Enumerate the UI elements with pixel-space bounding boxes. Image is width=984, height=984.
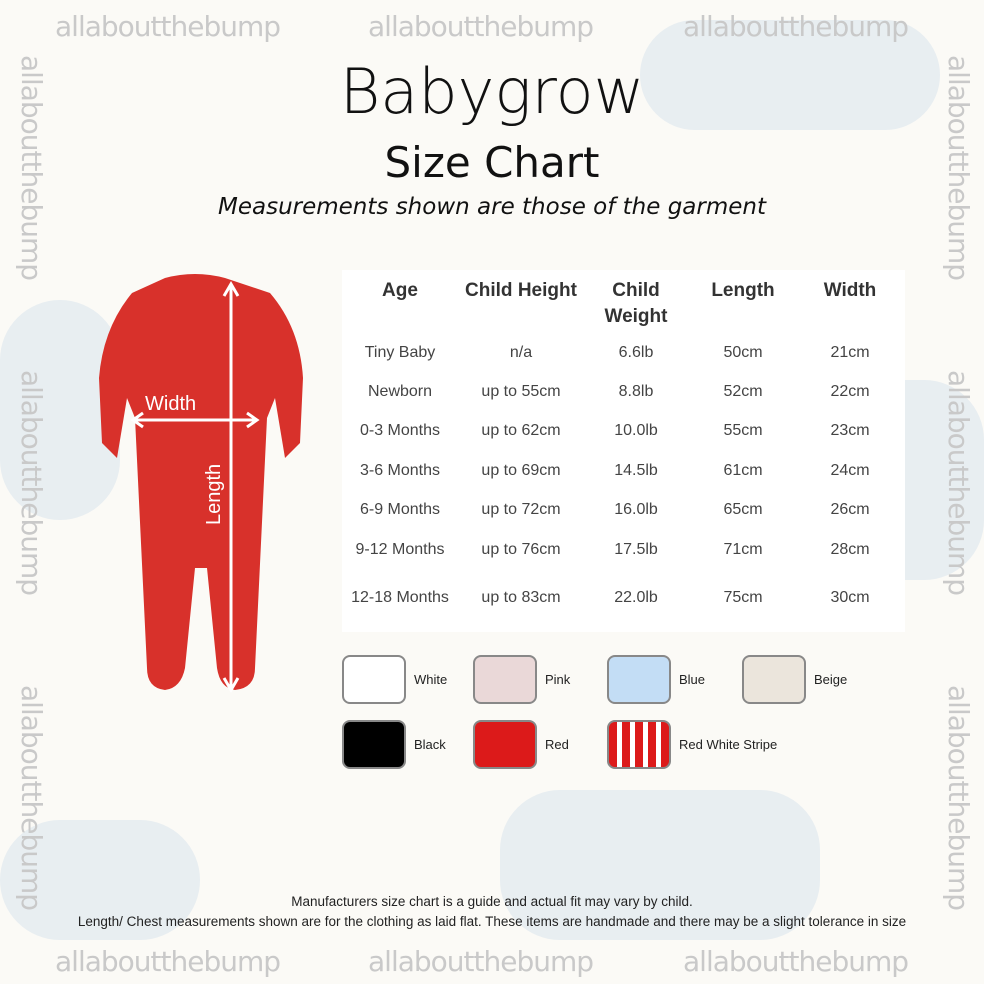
color-swatch <box>742 655 806 704</box>
watermark: allaboutthebump <box>15 370 48 596</box>
table-cell: 17.5lb <box>614 541 658 558</box>
table-cell: 30cm <box>830 589 870 606</box>
table-cell: 22.0lb <box>614 589 658 606</box>
size-table: Age Child Height Child Weight Length Width Ti… <box>342 270 905 632</box>
color-swatch <box>607 655 671 704</box>
background-cloud <box>500 790 820 940</box>
watermark: allaboutthebump <box>942 685 975 911</box>
length-label: Length <box>203 463 225 525</box>
color-label: Pink <box>545 672 571 687</box>
width-label: Width <box>145 393 197 415</box>
table-cell: 12-18 Months <box>351 589 449 606</box>
color-label: Blue <box>679 672 706 687</box>
table-cell: 10.0lb <box>614 422 658 439</box>
table-cell: 9-12 Months <box>355 541 445 558</box>
table-cell: 0-3 Months <box>359 422 441 439</box>
table-cell: Newborn <box>367 383 433 400</box>
watermark: allaboutthebump <box>368 10 594 43</box>
color-label: Red White Stripe <box>679 737 778 752</box>
watermark: allaboutthebump <box>683 945 909 978</box>
table-cell: 61cm <box>723 462 763 479</box>
color-swatch <box>473 655 537 704</box>
table-cell: 3-6 Months <box>359 462 441 479</box>
color-label: Beige <box>814 672 848 687</box>
table-cell: up to 72cm <box>481 501 561 518</box>
table-cell: 26cm <box>830 501 870 518</box>
watermark: allaboutthebump <box>942 370 975 596</box>
color-swatch <box>342 720 406 769</box>
color-swatch <box>473 720 537 769</box>
table-cell: 28cm <box>830 541 870 558</box>
column-header: Child Height <box>465 280 577 301</box>
table-cell: 24cm <box>830 462 870 479</box>
table-cell: 14.5lb <box>614 462 658 479</box>
table-cell: 50cm <box>723 344 763 361</box>
table-cell: 52cm <box>723 383 763 400</box>
table-cell: 23cm <box>830 422 870 439</box>
color-label: Red <box>545 737 569 752</box>
color-swatch <box>607 720 671 769</box>
footer-note: Manufacturers size chart is a guide and … <box>291 894 693 909</box>
watermark: allaboutthebump <box>55 945 281 978</box>
background-cloud <box>0 820 200 940</box>
column-header: Length <box>711 280 775 301</box>
table-cell: 8.8lb <box>618 383 654 400</box>
table-cell: 22cm <box>830 383 870 400</box>
background-cloud <box>0 300 120 520</box>
footer-note: Length/ Chest measurements shown are for… <box>77 914 907 929</box>
background-cloud <box>640 20 940 130</box>
table-cell: up to 55cm <box>481 383 561 400</box>
table-cell: n/a <box>509 344 533 361</box>
table-cell: 55cm <box>723 422 763 439</box>
table-cell: up to 69cm <box>481 462 561 479</box>
table-cell: up to 83cm <box>481 589 561 606</box>
table-cell: 6-9 Months <box>359 501 441 518</box>
watermark: allaboutthebump <box>368 945 594 978</box>
column-header: Child Weight <box>604 280 668 327</box>
babygrow-illustration <box>99 274 303 693</box>
table-cell: 71cm <box>723 541 763 558</box>
table-cell: up to 62cm <box>481 422 561 439</box>
table-cell: 16.0lb <box>614 501 658 518</box>
table-cell: Tiny Baby <box>364 344 436 361</box>
table-cell: up to 76cm <box>481 541 561 558</box>
watermark: allaboutthebump <box>55 10 281 43</box>
column-header: Width <box>823 280 877 301</box>
table-cell: 6.6lb <box>618 344 654 361</box>
table-cell: 65cm <box>723 501 763 518</box>
color-swatch <box>342 655 406 704</box>
color-label: White <box>414 672 448 687</box>
page-title: Babygrow <box>339 55 645 128</box>
table-cell: 75cm <box>723 589 763 606</box>
watermark: allaboutthebump <box>15 685 48 911</box>
tagline: Measurements shown are those of the garm… <box>218 194 766 220</box>
watermark: allaboutthebump <box>683 10 909 43</box>
page-subtitle: Size Chart <box>384 138 600 187</box>
table-cell: 21cm <box>830 344 870 361</box>
column-header: Age <box>382 280 418 301</box>
color-label: Black <box>414 737 446 752</box>
babygrow-garment <box>99 274 303 690</box>
